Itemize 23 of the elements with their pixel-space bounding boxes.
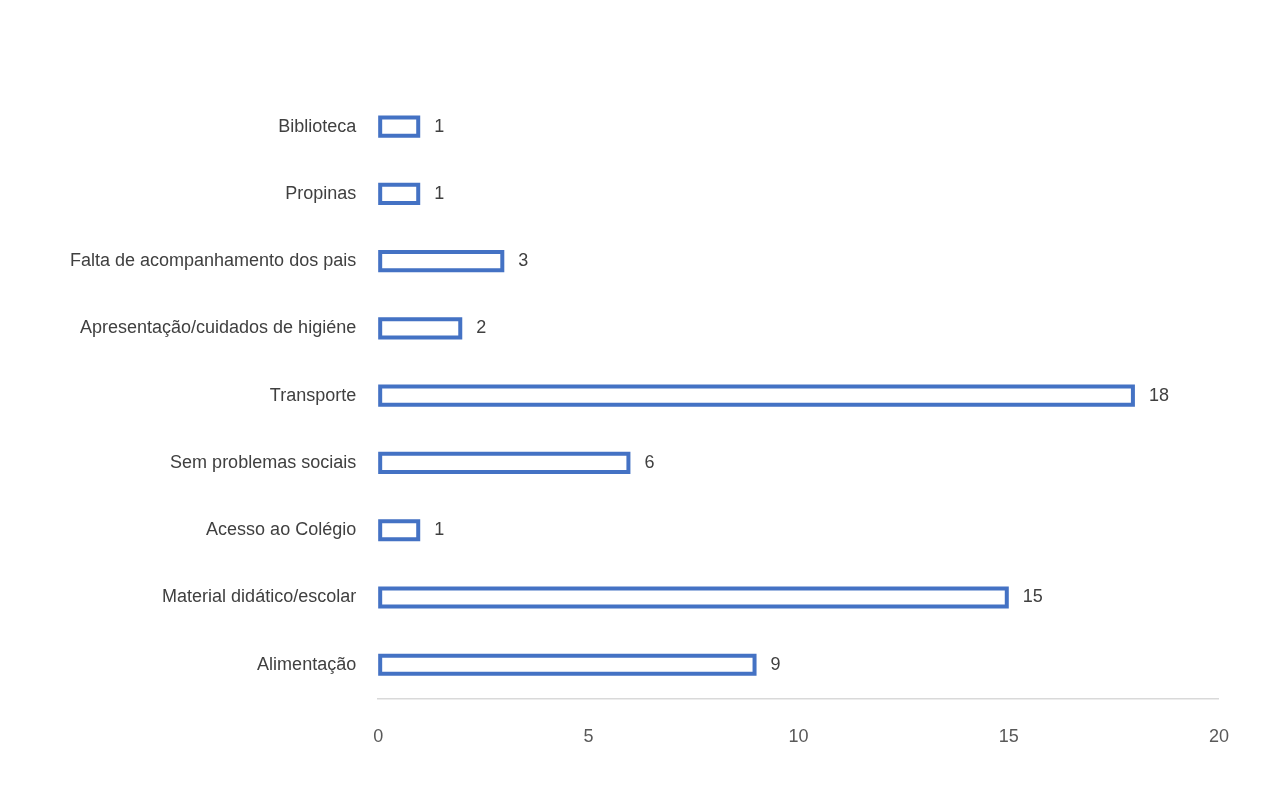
data-label: 1 [434,519,445,540]
y-tick-label: Propinas [285,182,357,203]
data-label: 15 [1022,586,1043,607]
y-tick-label: Transporte [269,384,357,405]
y-tick-label: Alimentação [257,653,357,674]
data-label: 18 [1148,384,1169,405]
x-tick-label: 5 [583,726,594,747]
x-tick-label: 15 [998,726,1019,747]
data-label: 1 [434,182,445,203]
data-label: 1 [434,115,445,136]
y-tick-label: Material didático/escolar [162,586,357,607]
x-tick-label: 20 [1208,726,1229,747]
y-tick-label: Sem problemas sociais [170,451,357,472]
x-tick-label: 0 [373,726,384,747]
y-tick-label: Apresentação/cuidados de higiéne [79,317,357,338]
y-tick-label: Acesso ao Colégio [206,519,357,540]
y-tick-label: Falta de acompanhamento dos pais [69,250,357,271]
y-tick-label: Biblioteca [278,115,358,136]
x-tick-label: 10 [788,726,809,747]
data-label: 2 [476,317,487,338]
data-label: 9 [770,653,781,674]
data-label: 6 [644,451,655,472]
data-label: 3 [518,250,529,271]
